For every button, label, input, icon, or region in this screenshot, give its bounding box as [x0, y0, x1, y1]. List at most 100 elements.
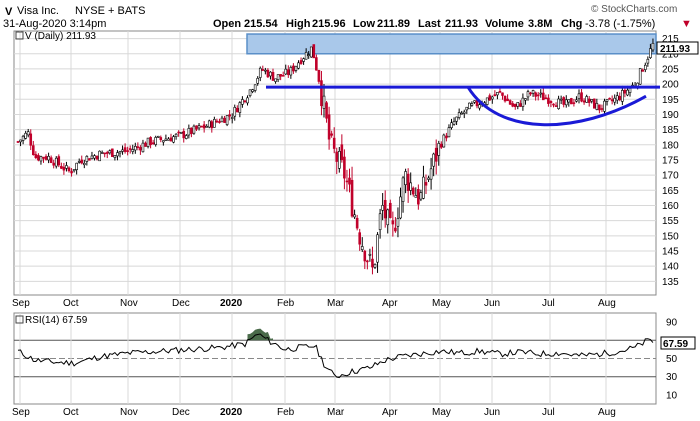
candle-body — [355, 217, 359, 229]
rsi-x-tick-label: Apr — [382, 407, 398, 418]
candle-body — [230, 117, 234, 119]
candle-body — [643, 64, 647, 70]
candle-body — [85, 156, 89, 162]
legend-swatch-icon — [15, 31, 24, 40]
candle-body — [626, 89, 629, 96]
candle-body — [312, 44, 316, 59]
candle-body — [447, 127, 451, 138]
candle-body — [442, 134, 446, 148]
candle-body — [16, 141, 20, 143]
candle-body — [427, 177, 430, 180]
rsi-y-tick-label: 50 — [666, 354, 678, 365]
candle-body — [228, 114, 231, 117]
chart-datetime: 31-Aug-2020 3:14pm — [3, 18, 106, 30]
candle-body — [108, 150, 112, 154]
candle-body — [136, 146, 140, 148]
candle-body — [651, 43, 655, 51]
candle-body — [386, 209, 390, 226]
down-arrow-icon: ▼ — [681, 18, 692, 30]
candle-body — [233, 107, 237, 117]
candle-body — [75, 162, 78, 170]
candle-body — [156, 135, 160, 138]
candle-body — [294, 65, 298, 71]
rsi-y-axis: 1030507090 — [666, 318, 678, 402]
rsi-x-tick-label: Mar — [327, 407, 345, 418]
high-value: 215.96 — [312, 18, 346, 30]
candle-body — [123, 147, 127, 152]
candle-body — [118, 151, 122, 154]
candle-body — [57, 156, 61, 166]
candle-body — [144, 142, 147, 147]
candle-body — [610, 99, 614, 102]
rsi-line — [17, 333, 654, 379]
candle-body — [378, 213, 382, 230]
candle-body — [90, 155, 94, 160]
candle-body — [31, 145, 35, 156]
candle-body — [337, 151, 341, 169]
y-tick-label: 165 — [662, 186, 679, 197]
candle-body — [149, 137, 152, 146]
candle-body — [493, 94, 497, 97]
candle-body — [192, 125, 196, 134]
y-tick-label: 210 — [662, 49, 679, 60]
candle-body — [437, 143, 441, 156]
candle-body — [162, 140, 165, 143]
candle-body — [54, 157, 58, 167]
candle-body — [628, 88, 632, 93]
candle-body — [363, 250, 367, 262]
candle-body — [304, 52, 308, 60]
last-label: Last — [418, 18, 441, 30]
candle-body — [241, 99, 244, 105]
candle-body — [605, 99, 609, 102]
rsi-x-tick-label: Sep — [12, 407, 30, 418]
candle-body — [225, 115, 229, 125]
candle-body — [24, 132, 27, 139]
candle-body — [210, 121, 214, 129]
candle-body — [531, 90, 535, 94]
rsi-x-tick-label: 2020 — [220, 407, 243, 418]
candle-body — [562, 97, 566, 105]
exchange-label: NYSE + BATS — [75, 5, 145, 17]
candle-body — [544, 97, 548, 100]
candle-body — [44, 156, 48, 160]
candle-body — [243, 100, 247, 103]
candle-body — [473, 100, 476, 103]
candle-body — [274, 78, 277, 82]
candle-body — [111, 148, 114, 157]
candle-body — [470, 103, 474, 106]
candle-body — [200, 125, 203, 128]
y-tick-label: 190 — [662, 110, 679, 121]
candle-body — [42, 156, 45, 159]
candle-body — [261, 69, 265, 71]
rsi-grid — [14, 313, 656, 404]
candle-body — [197, 125, 201, 129]
y-tick-label: 180 — [662, 140, 679, 151]
candle-body — [401, 177, 405, 202]
candle-body — [419, 192, 423, 200]
candle-body — [77, 161, 81, 163]
rsi-y-tick-label: 90 — [666, 318, 678, 329]
candle-body — [358, 232, 362, 245]
candle-body — [615, 95, 619, 101]
candle-body — [159, 137, 163, 141]
candle-body — [80, 159, 84, 164]
candle-body — [246, 97, 249, 104]
candle-body — [248, 89, 252, 96]
candle-body — [638, 68, 642, 85]
candle-body — [284, 68, 288, 75]
candle-body — [621, 90, 624, 102]
candle-body — [164, 138, 168, 141]
candle-body — [100, 152, 104, 154]
chg-label: Chg — [561, 18, 582, 30]
candle-body — [439, 143, 443, 148]
y-tick-label: 155 — [662, 216, 679, 227]
candle-body — [207, 120, 211, 128]
candle-body — [414, 195, 418, 198]
x-tick-label: Nov — [120, 298, 138, 309]
candle-body — [93, 155, 96, 159]
candle-body — [552, 103, 555, 106]
candle-body — [297, 62, 300, 69]
ticker-symbol: V — [5, 6, 13, 18]
rsi-x-tick-label: Jun — [484, 407, 500, 418]
candle-body — [524, 98, 527, 101]
